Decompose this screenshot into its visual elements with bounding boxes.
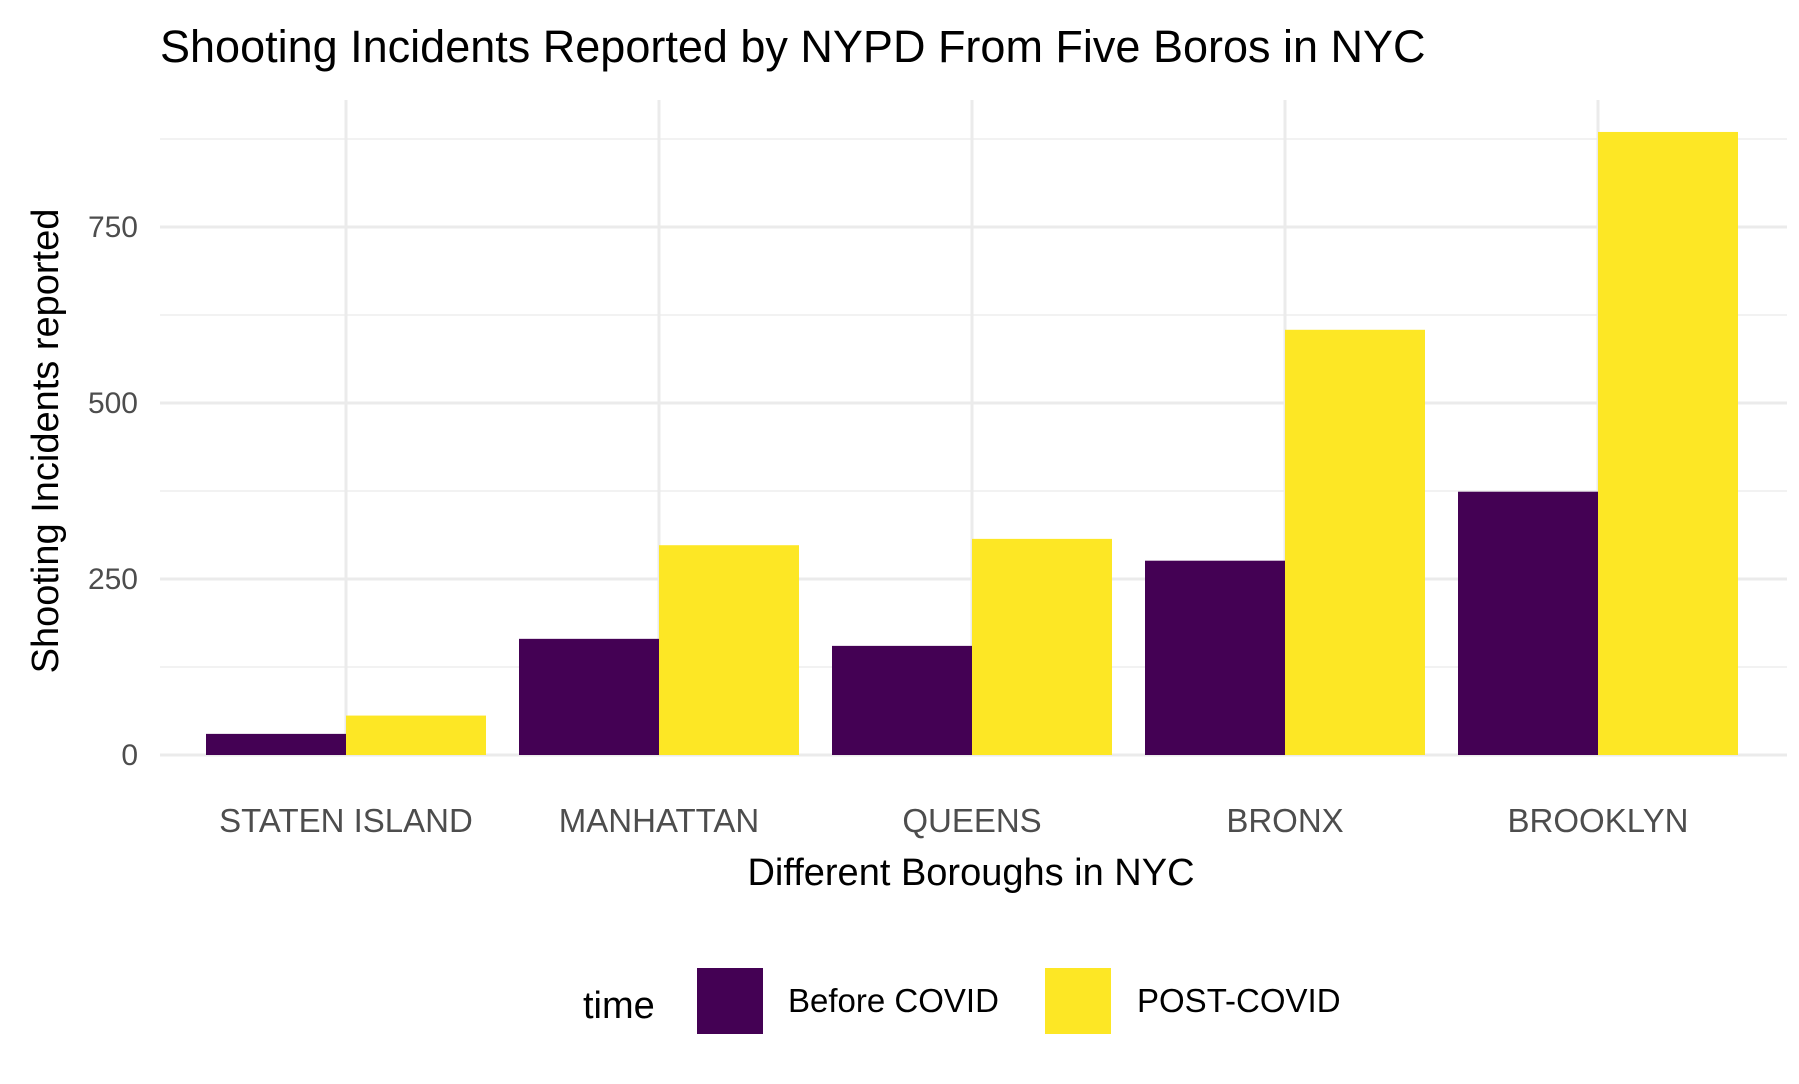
bar-before-covid (519, 638, 659, 755)
x-axis-label: Different Boroughs in NYC (747, 852, 1194, 894)
y-tick-label: 750 (88, 211, 138, 244)
legend-title: time (583, 985, 655, 1027)
bar-post-covid (1598, 131, 1738, 755)
bar-before-covid (206, 733, 346, 755)
y-tick-label: 500 (88, 387, 138, 420)
chart-title: Shooting Incidents Reported by NYPD From… (160, 21, 1426, 72)
bar-post-covid (659, 545, 799, 755)
bar-post-covid (972, 538, 1112, 755)
bars (206, 131, 1738, 755)
legend-label: Before COVID (788, 982, 999, 1019)
legend-key-before-covid (697, 968, 763, 1034)
x-tick-label: BRONX (1226, 802, 1343, 839)
y-tick-label: 0 (121, 739, 138, 772)
x-tick-label: BROOKLYN (1508, 802, 1689, 839)
y-tick-label: 250 (88, 563, 138, 596)
legend: time Before COVID POST-COVID (583, 968, 1341, 1034)
bar-before-covid (1458, 491, 1598, 755)
legend-key-post-covid (1045, 968, 1111, 1034)
bar-before-covid (1145, 560, 1285, 755)
legend-label: POST-COVID (1137, 982, 1341, 1019)
x-axis-ticks: STATEN ISLAND MANHATTAN QUEENS BRONX BROOKLY… (219, 802, 1688, 839)
bar-post-covid (1285, 329, 1425, 755)
y-axis-label: Shooting Incidents reported (25, 209, 67, 674)
x-tick-label: QUEENS (902, 802, 1041, 839)
y-axis-ticks: 0 250 500 750 (88, 211, 138, 772)
bar-post-covid (346, 715, 486, 755)
bar-before-covid (832, 645, 972, 755)
x-tick-label: STATEN ISLAND (219, 802, 473, 839)
x-tick-label: MANHATTAN (559, 802, 759, 839)
